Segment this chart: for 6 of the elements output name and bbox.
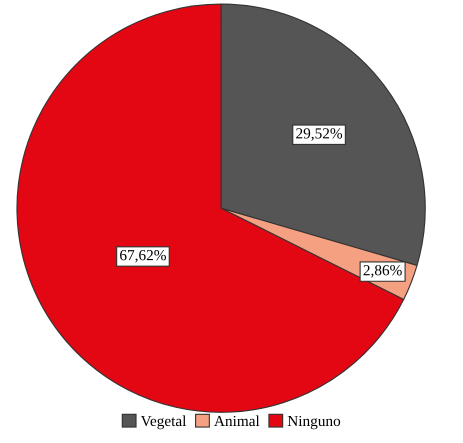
- legend-label: Ninguno: [288, 416, 340, 430]
- legend-label: Vegetal: [140, 415, 186, 430]
- legend-label: Animal: [214, 415, 260, 426]
- data-label: 2,86%: [364, 265, 402, 278]
- data-label: 67,62%: [120, 250, 166, 263]
- data-label: 29,52%: [296, 128, 342, 141]
